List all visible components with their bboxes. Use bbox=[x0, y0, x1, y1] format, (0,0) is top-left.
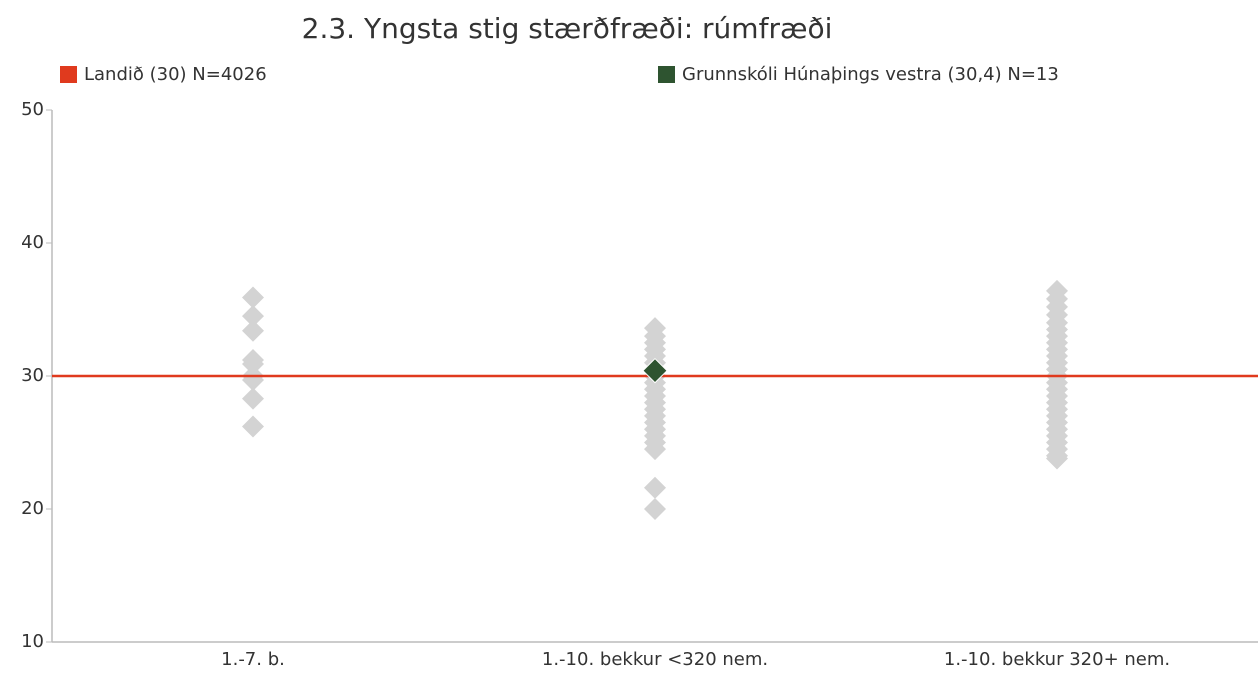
legend-swatch bbox=[60, 66, 77, 83]
x-tick-label: 1.-10. bekkur 320+ nem. bbox=[944, 649, 1170, 669]
highlight-point bbox=[642, 357, 668, 384]
point bbox=[242, 387, 264, 410]
point bbox=[242, 353, 264, 376]
point bbox=[242, 368, 264, 391]
chart-title: 2.3. Yngsta stig stærðfræði: rúmfræði bbox=[302, 12, 833, 45]
x-tick-label: 1.-10. bekkur <320 nem. bbox=[542, 649, 768, 669]
legend-label: Landið (30) N=4026 bbox=[84, 64, 267, 85]
y-tick-label: 20 bbox=[21, 498, 44, 519]
y-tick-label: 40 bbox=[21, 232, 44, 253]
y-tick-label: 30 bbox=[21, 365, 44, 386]
y-tick-label: 10 bbox=[21, 631, 44, 652]
legend-label: Grunnskóli Húnaþings vestra (30,4) N=13 bbox=[682, 64, 1059, 85]
point bbox=[644, 438, 666, 461]
point bbox=[242, 305, 264, 328]
y-tick-label: 50 bbox=[21, 99, 44, 120]
legend-swatch bbox=[658, 66, 675, 83]
point bbox=[644, 476, 666, 499]
point bbox=[242, 415, 264, 438]
point bbox=[242, 319, 264, 342]
point bbox=[242, 286, 264, 309]
point bbox=[644, 498, 666, 520]
x-tick-label: 1.-7. b. bbox=[221, 649, 285, 669]
point bbox=[1046, 447, 1068, 470]
